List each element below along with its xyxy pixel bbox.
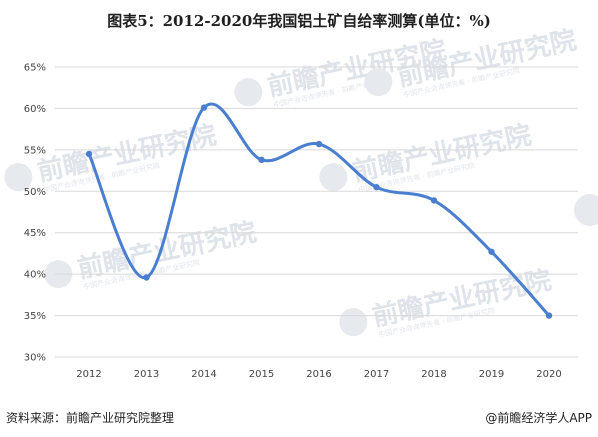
data-points — [85, 104, 553, 319]
x-tick-label: 2020 — [536, 369, 561, 380]
x-tick-label: 2015 — [249, 369, 274, 380]
y-axis: 30% 35% 40% 45% 50% 55% 60% 65% — [24, 63, 46, 364]
x-tick-label: 2013 — [134, 369, 159, 380]
x-tick-label: 2014 — [191, 369, 216, 380]
x-tick-label: 2018 — [421, 369, 446, 380]
credit-note: @前瞻经济学人APP — [485, 411, 592, 425]
y-tick-label: 65% — [24, 63, 46, 74]
y-tick-label: 35% — [24, 311, 46, 322]
y-tick-label: 40% — [24, 270, 46, 281]
y-tick-label: 45% — [24, 228, 46, 239]
x-tick-label: 2012 — [76, 369, 101, 380]
chart-title: 图表5：2012-2020年我国铝土矿自给率测算(单位：%) — [107, 12, 491, 30]
y-tick-label: 30% — [24, 353, 46, 364]
watermark-text: 前瞻产业研究院 — [35, 120, 219, 188]
watermark-text: 前瞻产业研究院 — [350, 120, 534, 188]
x-tick-label: 2016 — [306, 369, 331, 380]
watermark-logo-icon — [234, 78, 263, 107]
data-point — [545, 312, 553, 319]
x-tick-label: 2017 — [364, 369, 389, 380]
watermark-logo-icon — [4, 163, 33, 192]
watermark-logo-icon — [364, 68, 393, 97]
y-tick-label: 50% — [24, 187, 46, 198]
watermark-logo-icon — [339, 308, 368, 337]
watermark-text: 前瞻产业研究院 — [370, 265, 554, 333]
data-point — [200, 104, 208, 111]
data-point — [373, 183, 380, 191]
data-point — [430, 197, 438, 204]
x-axis: 2012 2013 2014 2015 2016 2017 2018 2019 2020 — [76, 369, 561, 380]
watermark-text: 前瞻产业研究院 — [395, 25, 579, 93]
data-point — [143, 274, 150, 281]
watermark-logo-icon — [319, 163, 348, 192]
data-point — [315, 140, 323, 148]
y-tick-label: 55% — [24, 145, 46, 156]
watermark-logo-icon — [574, 194, 598, 226]
data-point — [258, 156, 265, 163]
data-point — [488, 248, 495, 255]
x-tick-label: 2019 — [479, 369, 504, 380]
y-tick-label: 60% — [24, 104, 46, 115]
source-note: 资料来源：前瞻产业研究院整理 — [6, 411, 175, 425]
grid-lines — [55, 66, 578, 358]
data-point — [85, 150, 93, 158]
